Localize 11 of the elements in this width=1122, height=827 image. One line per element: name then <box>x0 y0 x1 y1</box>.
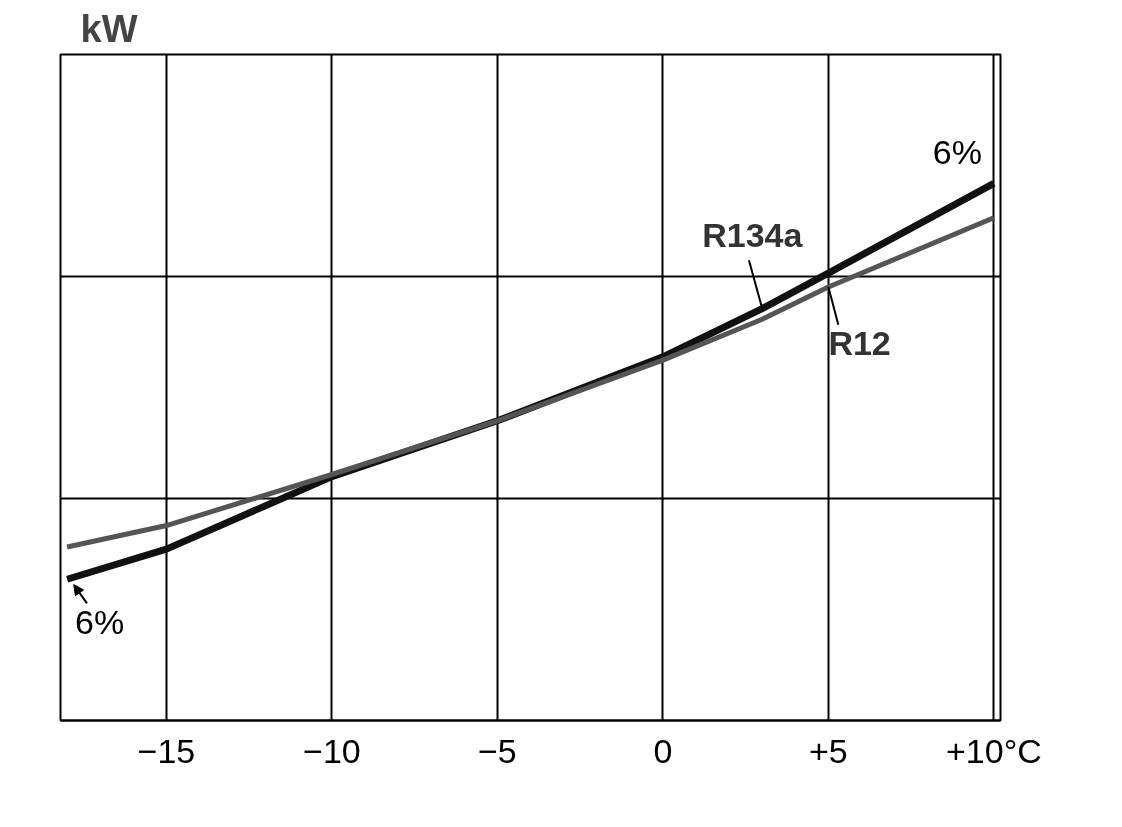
series-label: R12 <box>828 324 891 363</box>
x-tick-label: 0 <box>653 731 673 770</box>
series-label: R134a <box>702 215 804 254</box>
annotation: 6% <box>932 133 982 172</box>
y-axis-title: kW <box>80 7 138 50</box>
x-tick-label: −15 <box>137 731 196 770</box>
x-tick-label: +5 <box>809 731 848 770</box>
x-tick-label: −5 <box>478 731 517 770</box>
x-tick-label: −10 <box>303 731 361 770</box>
annotation: 6% <box>75 603 125 642</box>
x-tick-label: +10°C <box>945 731 1042 770</box>
